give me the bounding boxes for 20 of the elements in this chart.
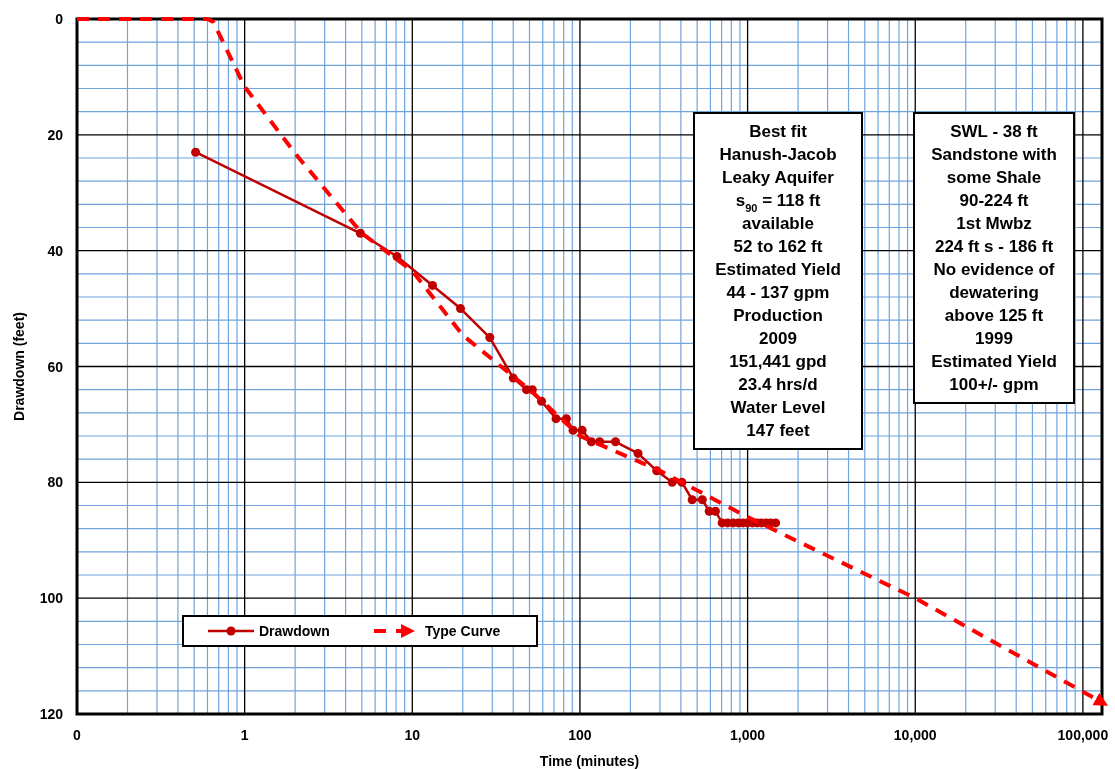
y-tick-label: 100 [39, 590, 64, 607]
y-tick-label: 0 [55, 11, 64, 27]
x-tick-label: 1 [240, 727, 249, 743]
x-tick-label: 100 [568, 727, 592, 743]
y-axis-title: Drawdown (feet) [11, 312, 27, 421]
y-tick-label: 120 [39, 706, 64, 722]
y-tick-label: 40 [47, 242, 64, 259]
x-tick-label: 0 [73, 727, 82, 743]
legend-label: Type Curve [425, 623, 501, 639]
x-axis-title: Time (minutes) [539, 753, 640, 769]
y-tick-label: 60 [47, 358, 64, 375]
x-tick-label: 10 [404, 727, 421, 743]
text: Best fit Hanush-Jacob Leaky Aquifer s$_{90}$ = 118 ft available 52 to 162 ft Estimated Yield 44 - 137 gpm Production 2009 151,441 gpd 23.4 hrs/d Water Level 147 feet [715, 122, 841, 440]
x-tick-label: 10,000 [893, 727, 937, 743]
y-tick-label: 20 [47, 126, 64, 143]
x-tick-label: 1,000 [730, 727, 766, 743]
text: SWL - 38 ft Sandstone with some Shale 90-224 ft 1st Mwbz 224 ft s - 186 ft No evidence of dewatering above 125 ft 1999 Estimated Yield 100+/- gpm [931, 122, 1057, 394]
legend-label: Drawdown [259, 623, 330, 639]
x-tick-label: 100,000 [1057, 727, 1109, 743]
y-tick-label: 80 [47, 474, 64, 491]
